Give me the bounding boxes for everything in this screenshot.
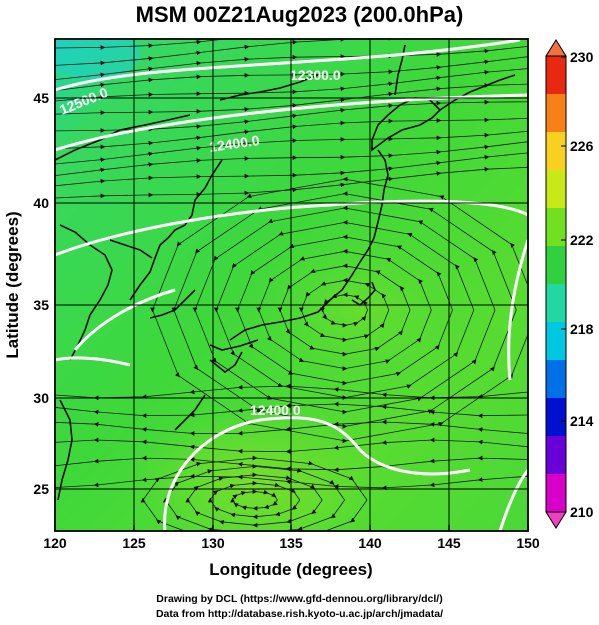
y-tick-label: 35 xyxy=(33,297,49,313)
y-tick-labels: 45 40 35 30 25 xyxy=(33,90,49,497)
colorbar-tick-label: 218 xyxy=(570,321,594,337)
colorbar-segment xyxy=(546,246,566,285)
x-tick-label: 145 xyxy=(437,535,461,551)
streamline xyxy=(55,455,528,473)
colorbar-tick-label: 214 xyxy=(570,413,594,429)
y-tick-label: 45 xyxy=(33,90,49,106)
x-tick-label: 130 xyxy=(201,535,225,551)
x-tick-label: 140 xyxy=(358,535,382,551)
x-axis-label: Longitude (degrees) xyxy=(209,560,372,579)
colorbar-frame xyxy=(545,55,567,513)
x-tick-label: 125 xyxy=(122,535,146,551)
colorbar-tick-label: 230 xyxy=(570,49,594,65)
colorbar-segment xyxy=(546,322,566,361)
colorbar-segment xyxy=(546,208,566,247)
colorbar-tick-labels: 230 226 222 218 214 210 xyxy=(570,49,594,520)
x-tick-label: 120 xyxy=(43,535,67,551)
colorbar-segment xyxy=(546,56,566,95)
colorbar-segment xyxy=(546,170,566,209)
coastlines xyxy=(55,44,516,501)
colorbar-max-arrow xyxy=(545,39,567,57)
colorbar-segment xyxy=(546,132,566,171)
height-contours xyxy=(55,39,528,531)
streamline xyxy=(55,473,528,491)
colorbar-tick-label: 222 xyxy=(570,232,594,248)
colorbar-tick-label: 210 xyxy=(570,504,594,520)
x-tick-label: 135 xyxy=(279,535,303,551)
streamline xyxy=(55,383,528,401)
graticule xyxy=(55,39,528,531)
streamline xyxy=(55,437,528,454)
figure-title: MSM 00Z21Aug2023 (200.0hPa) xyxy=(135,2,464,27)
contour-label: 12400.0 xyxy=(208,132,261,155)
streamline xyxy=(55,419,528,436)
y-tick-label: 40 xyxy=(33,195,49,211)
wind-streamlines xyxy=(55,39,528,531)
x-tick-labels: 120 125 130 135 140 145 150 xyxy=(43,535,540,551)
colorbar-segment xyxy=(546,474,566,513)
colorbar-min-arrow xyxy=(545,511,567,529)
y-axis-label: Latitude (degrees) xyxy=(3,211,22,358)
y-tick-label: 25 xyxy=(33,481,49,497)
colorbar-segment xyxy=(546,284,566,323)
contour-label: 12400.0 xyxy=(250,402,301,418)
x-tick-marks xyxy=(54,525,529,531)
credit-line-data-source: Data from http://database.rish.kyoto-u.a… xyxy=(155,608,444,620)
y-tick-label: 30 xyxy=(33,390,49,406)
x-tick-label: 150 xyxy=(516,535,540,551)
streamline xyxy=(55,401,528,419)
credit-line-dcl: Drawing by DCL (https://www.gfd-dennou.o… xyxy=(156,593,443,605)
colorbar-segment xyxy=(546,398,566,437)
colorbar-segment xyxy=(546,94,566,133)
colorbar-segment xyxy=(546,360,566,399)
colorbar-tick-label: 226 xyxy=(570,138,594,154)
colorbar xyxy=(545,39,567,529)
colorbar-segment xyxy=(546,436,566,475)
contour-label: 12300.0 xyxy=(290,67,341,83)
